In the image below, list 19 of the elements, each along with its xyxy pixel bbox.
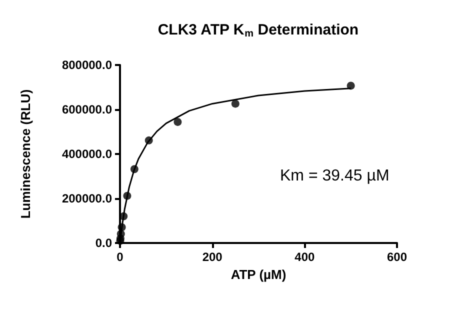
x-tick-label: 200: [202, 250, 223, 264]
y-axis-title: Luminescence (RLU): [18, 89, 33, 219]
x-tick-label: 600: [386, 250, 408, 264]
point: [231, 100, 240, 108]
point: [118, 223, 126, 232]
y-tick-label: 400000.0: [62, 147, 112, 161]
y-tick-label: 600000.0: [62, 102, 112, 116]
y-tick-label: 200000.0: [62, 192, 112, 206]
point: [346, 82, 355, 90]
x-axis-title: ATP (µM): [230, 266, 286, 282]
point: [174, 118, 182, 126]
point: [123, 192, 132, 200]
point: [130, 165, 138, 174]
x-tick-label: 0: [116, 250, 124, 264]
annotation: Km = 39.45 µM: [280, 168, 390, 184]
y-tick-label: 800000.0: [62, 58, 112, 72]
point: [144, 136, 153, 144]
x-tick-label: 400: [294, 250, 315, 264]
y-tick-label: 0.0: [95, 236, 112, 250]
